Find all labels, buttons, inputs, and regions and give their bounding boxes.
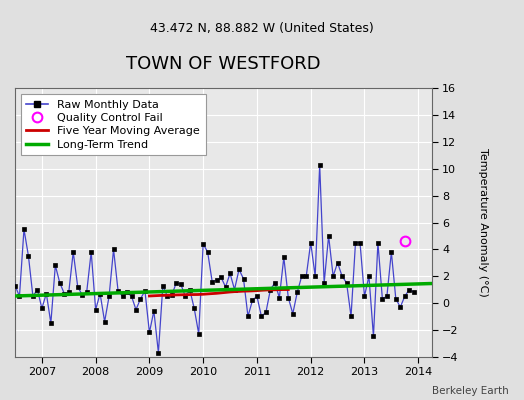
Raw Monthly Data [316,162,323,167]
Five Year Moving Average [254,288,260,293]
Raw Monthly Data [290,311,296,316]
Five Year Moving Average [232,289,238,294]
Five Year Moving Average [151,293,158,298]
Five Year Moving Average [213,291,220,296]
Legend: Raw Monthly Data, Quality Control Fail, Five Year Moving Average, Long-Term Tren: Raw Monthly Data, Quality Control Fail, … [20,94,205,155]
Five Year Moving Average [248,288,255,293]
Text: Berkeley Earth: Berkeley Earth [432,386,508,396]
Raw Monthly Data [281,255,287,260]
Text: 43.472 N, 88.882 W (United States): 43.472 N, 88.882 W (United States) [150,22,374,35]
Raw Monthly Data [66,290,72,295]
Five Year Moving Average [222,290,228,295]
Raw Monthly Data [7,258,14,262]
Five Year Moving Average [184,292,190,297]
Line: Raw Monthly Data: Raw Monthly Data [0,162,416,355]
Line: Five Year Moving Average: Five Year Moving Average [149,290,288,296]
Title: TOWN OF WESTFORD: TOWN OF WESTFORD [126,55,321,73]
Y-axis label: Temperature Anomaly (°C): Temperature Anomaly (°C) [478,148,488,297]
Five Year Moving Average [281,287,287,292]
Five Year Moving Average [265,288,271,292]
Five Year Moving Average [285,287,291,292]
Five Year Moving Average [241,289,247,294]
Five Year Moving Average [259,288,266,293]
Five Year Moving Average [270,288,276,292]
Five Year Moving Average [194,292,201,297]
Five Year Moving Average [205,292,212,296]
Five Year Moving Average [146,294,152,298]
Five Year Moving Average [275,287,281,292]
Raw Monthly Data [411,290,417,295]
Five Year Moving Average [200,292,206,297]
Five Year Moving Average [162,293,169,298]
Raw Monthly Data [308,240,314,245]
Five Year Moving Average [173,292,179,297]
Five Year Moving Average [157,293,163,298]
Raw Monthly Data [303,274,309,278]
Raw Monthly Data [155,350,161,355]
Five Year Moving Average [227,290,233,294]
